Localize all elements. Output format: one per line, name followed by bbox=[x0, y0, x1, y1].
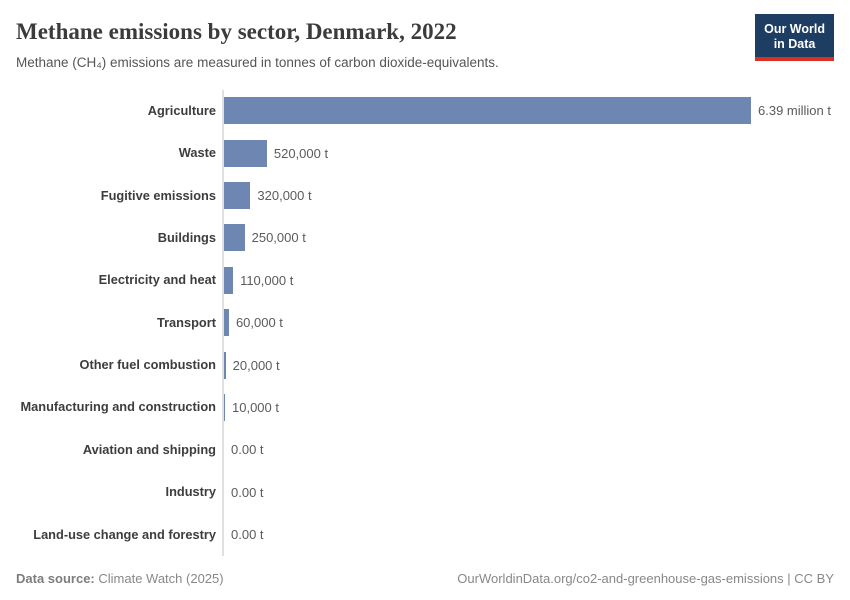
bar-chart: Agriculture 6.39 million t Waste 520,000… bbox=[16, 89, 834, 556]
bar bbox=[224, 309, 229, 337]
bar-label: Electricity and heat bbox=[98, 272, 216, 288]
bar-value: 20,000 t bbox=[232, 357, 280, 373]
bar-value: 0.00 t bbox=[231, 484, 264, 500]
data-source-value: Climate Watch (2025) bbox=[94, 571, 224, 586]
bar-track: 110,000 t bbox=[222, 259, 834, 302]
bar-label: Manufacturing and construction bbox=[20, 399, 216, 415]
bar-value: 6.39 million t bbox=[758, 103, 831, 119]
bar-label: Fugitive emissions bbox=[100, 187, 216, 203]
bar-label: Waste bbox=[178, 145, 216, 161]
bar-track: 0.00 t bbox=[222, 428, 834, 472]
owid-logo[interactable]: Our World in Data bbox=[755, 14, 834, 61]
bar-row: Waste 520,000 t bbox=[16, 131, 834, 175]
bar bbox=[224, 266, 234, 294]
chart-title: Methane emissions by sector, Denmark, 20… bbox=[16, 19, 457, 44]
bar-row: Transport 60,000 t bbox=[16, 301, 834, 344]
bar-row: Other fuel combustion 20,000 t bbox=[16, 343, 834, 387]
bar-track: 320,000 t bbox=[222, 174, 834, 217]
bar-row: Agriculture 6.39 million t bbox=[16, 89, 834, 132]
bar-row: Fugitive emissions 320,000 t bbox=[16, 174, 834, 217]
bar-track: 6.39 million t bbox=[222, 89, 834, 132]
bar-track: 520,000 t bbox=[222, 131, 834, 175]
chart-header: Methane emissions by sector, Denmark, 20… bbox=[16, 14, 834, 70]
bar-value: 0.00 t bbox=[231, 442, 264, 458]
bar-label: Industry bbox=[165, 484, 216, 500]
data-source: Data source: Climate Watch (2025) bbox=[16, 571, 224, 586]
bar-label: Aviation and shipping bbox=[82, 441, 216, 457]
bar-label: Agriculture bbox=[147, 102, 216, 118]
data-source-label: Data source: bbox=[16, 571, 95, 586]
bar-row: Electricity and heat 110,000 t bbox=[16, 259, 834, 302]
bar-value: 110,000 t bbox=[240, 272, 294, 288]
bar-value: 60,000 t bbox=[235, 315, 283, 331]
bar-label: Buildings bbox=[157, 229, 216, 245]
header-text-block: Methane emissions by sector, Denmark, 20… bbox=[16, 14, 499, 70]
bar bbox=[224, 139, 267, 167]
bar bbox=[224, 224, 245, 252]
chart-subtitle: Methane (CH₄) emissions are measured in … bbox=[16, 54, 499, 70]
bar-value: 0.00 t bbox=[231, 527, 264, 543]
bar-row: Industry 0.00 t bbox=[16, 471, 834, 514]
bar-value: 320,000 t bbox=[257, 188, 312, 204]
bar-track: 10,000 t bbox=[222, 386, 834, 429]
footer-link[interactable]: OurWorldinData.org/co2-and-greenhouse-ga… bbox=[457, 571, 834, 586]
bar-value: 250,000 t bbox=[251, 230, 306, 246]
bar-row: Aviation and shipping 0.00 t bbox=[16, 428, 834, 472]
bar-track: 60,000 t bbox=[222, 301, 834, 344]
owid-logo-line1: Our World bbox=[764, 22, 825, 36]
bar-track: 0.00 t bbox=[222, 513, 834, 556]
bar bbox=[224, 351, 226, 379]
owid-logo-line2: in Data bbox=[773, 37, 816, 51]
bar-value: 10,000 t bbox=[232, 400, 279, 416]
bar-label: Other fuel combustion bbox=[79, 357, 216, 373]
chart-footer: Data source: Climate Watch (2025) OurWor… bbox=[16, 571, 834, 586]
bar-row: Buildings 250,000 t bbox=[16, 216, 834, 260]
bar bbox=[224, 182, 251, 210]
bar-value: 520,000 t bbox=[273, 145, 329, 161]
bar-row: Land-use change and forestry 0.00 t bbox=[16, 513, 834, 556]
bar-track: 20,000 t bbox=[222, 343, 834, 387]
bar-track: 0.00 t bbox=[222, 471, 834, 514]
bar-label: Transport bbox=[156, 314, 216, 330]
bar bbox=[224, 394, 225, 422]
bar-label: Land-use change and forestry bbox=[33, 526, 216, 542]
bar-row: Manufacturing and construction 10,000 t bbox=[16, 386, 834, 429]
bar bbox=[224, 97, 751, 125]
bar-track: 250,000 t bbox=[222, 216, 834, 260]
